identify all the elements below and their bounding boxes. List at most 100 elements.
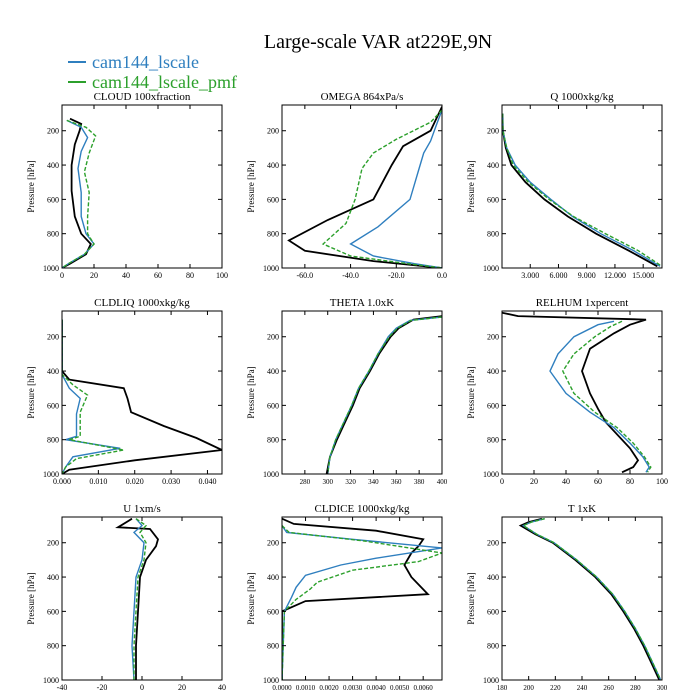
y-tick-label: 200: [487, 127, 499, 136]
plot-frame: [281, 516, 443, 681]
y-tick-label: 400: [267, 573, 279, 582]
y-tick-label: 400: [47, 367, 59, 376]
series-line-obs: [282, 517, 430, 680]
y-tick-label: 1000: [43, 470, 59, 479]
x-tick-label: 360: [391, 478, 402, 486]
y-tick-label: 800: [47, 230, 59, 239]
y-axis-label: Pressure [hPa]: [26, 572, 36, 624]
x-tick-label: 340: [368, 478, 379, 486]
y-tick-label: 1000: [43, 264, 59, 273]
x-tick-label: 0.0040: [366, 684, 386, 692]
figure-title: Large-scale VAR at229E,9N: [264, 31, 492, 53]
y-tick-label: 400: [487, 573, 499, 582]
y-tick-label: 1000: [483, 470, 499, 479]
y-tick-label: 800: [487, 642, 499, 651]
series-line-cam144_lscale: [502, 113, 661, 267]
plot-frame: [61, 310, 223, 475]
x-tick-label: 80: [186, 271, 194, 280]
panel-title: OMEGA 864xPa/s: [321, 91, 404, 103]
panel-3: CLDLIQ 1000xkg/kg Pressure [hPa] 200 400 600…: [26, 297, 223, 486]
x-tick-label: 280: [630, 684, 641, 692]
x-tick-label: 15.000: [632, 271, 654, 280]
series-line-cam144_lscale_pmf: [62, 119, 97, 268]
y-tick-label: 800: [47, 642, 59, 651]
x-tick-label: 0.0: [437, 271, 447, 280]
x-tick-label: 40: [218, 683, 226, 692]
series-line-cam144_lscale_pmf: [282, 525, 442, 680]
panel-2: Q 1000xkg/kg Pressure [hPa] 200 400 600 800 10…: [466, 91, 663, 280]
x-tick-label: 6.000: [549, 271, 567, 280]
panel-title: THETA 1.0xK: [330, 297, 395, 309]
x-tick-label: 0: [500, 477, 504, 486]
y-tick-label: 1000: [263, 470, 279, 479]
series-line-obs: [502, 113, 658, 268]
y-tick-label: 800: [267, 230, 279, 239]
series-line-obs: [115, 517, 159, 680]
series-line-cam144_lscale_pmf: [62, 319, 124, 474]
y-tick-label: 1000: [263, 264, 279, 273]
series-line-cam144_lscale_pmf: [561, 320, 652, 473]
x-tick-label: 200: [523, 684, 534, 692]
series-line-cam144_lscale: [521, 518, 662, 680]
x-tick-label: 0.010: [89, 477, 107, 486]
plot-frame: [281, 310, 443, 475]
x-tick-label: 20: [178, 683, 186, 692]
y-tick-label: 600: [267, 607, 279, 616]
y-tick-label: 200: [47, 333, 59, 342]
y-tick-label: 600: [267, 401, 279, 410]
x-tick-label: 0.0060: [414, 684, 434, 692]
panel-title: RELHUM 1xpercent: [536, 297, 629, 309]
x-tick-label: 9.000: [578, 271, 596, 280]
y-tick-label: 200: [487, 539, 499, 548]
series-line-obs: [287, 106, 442, 268]
x-tick-label: 260: [603, 684, 614, 692]
x-tick-label: 240: [577, 684, 588, 692]
x-tick-label: -40.0: [342, 271, 359, 280]
legend-label-1: cam144_lscale_pmf: [92, 72, 237, 92]
y-axis-label: Pressure [hPa]: [246, 572, 256, 624]
x-tick-label: 100: [656, 477, 668, 486]
y-tick-label: 800: [267, 642, 279, 651]
x-tick-label: 0.0030: [343, 684, 363, 692]
plot-frame: [501, 104, 663, 269]
plot-frame: [61, 104, 223, 269]
series-line-cam144_lscale: [349, 109, 442, 268]
x-tick-label: 0: [60, 271, 64, 280]
x-tick-label: 0.030: [162, 477, 180, 486]
series-line-obs: [325, 315, 442, 474]
plot-frame: [501, 310, 663, 475]
x-tick-label: 400: [437, 478, 448, 486]
y-tick-label: 600: [487, 401, 499, 410]
x-tick-label: 280: [300, 478, 311, 486]
y-tick-label: 600: [487, 195, 499, 204]
x-tick-label: 0.040: [198, 477, 216, 486]
y-tick-label: 200: [47, 127, 59, 136]
x-tick-label: 300: [322, 478, 333, 486]
y-tick-label: 200: [487, 333, 499, 342]
legend: cam144_lscale cam144_lscale_pmf: [68, 52, 237, 92]
x-tick-label: 20: [530, 477, 538, 486]
x-tick-label: 0.020: [126, 477, 144, 486]
series-line-cam144_lscale: [549, 320, 651, 473]
y-tick-label: 400: [487, 161, 499, 170]
plot-frame: [501, 516, 663, 681]
y-tick-label: 1000: [483, 676, 499, 685]
x-tick-label: 40: [562, 477, 570, 486]
y-tick-label: 800: [47, 436, 59, 445]
series-line-obs: [62, 319, 222, 474]
x-tick-label: 300: [657, 684, 668, 692]
panel-7: CLDICE 1000xkg/kg Pressure [hPa] 200 400 600…: [246, 503, 443, 692]
x-tick-label: -60.0: [297, 271, 314, 280]
series-line-cam144_lscale_pmf: [521, 518, 662, 680]
x-tick-label: 60: [594, 477, 602, 486]
x-tick-label: 320: [345, 478, 356, 486]
y-axis-label: Pressure [hPa]: [26, 160, 36, 212]
x-tick-label: 0.0050: [390, 684, 410, 692]
x-tick-label: 380: [414, 478, 425, 486]
x-tick-label: 0.0010: [296, 684, 316, 692]
series-line-obs: [62, 117, 92, 268]
